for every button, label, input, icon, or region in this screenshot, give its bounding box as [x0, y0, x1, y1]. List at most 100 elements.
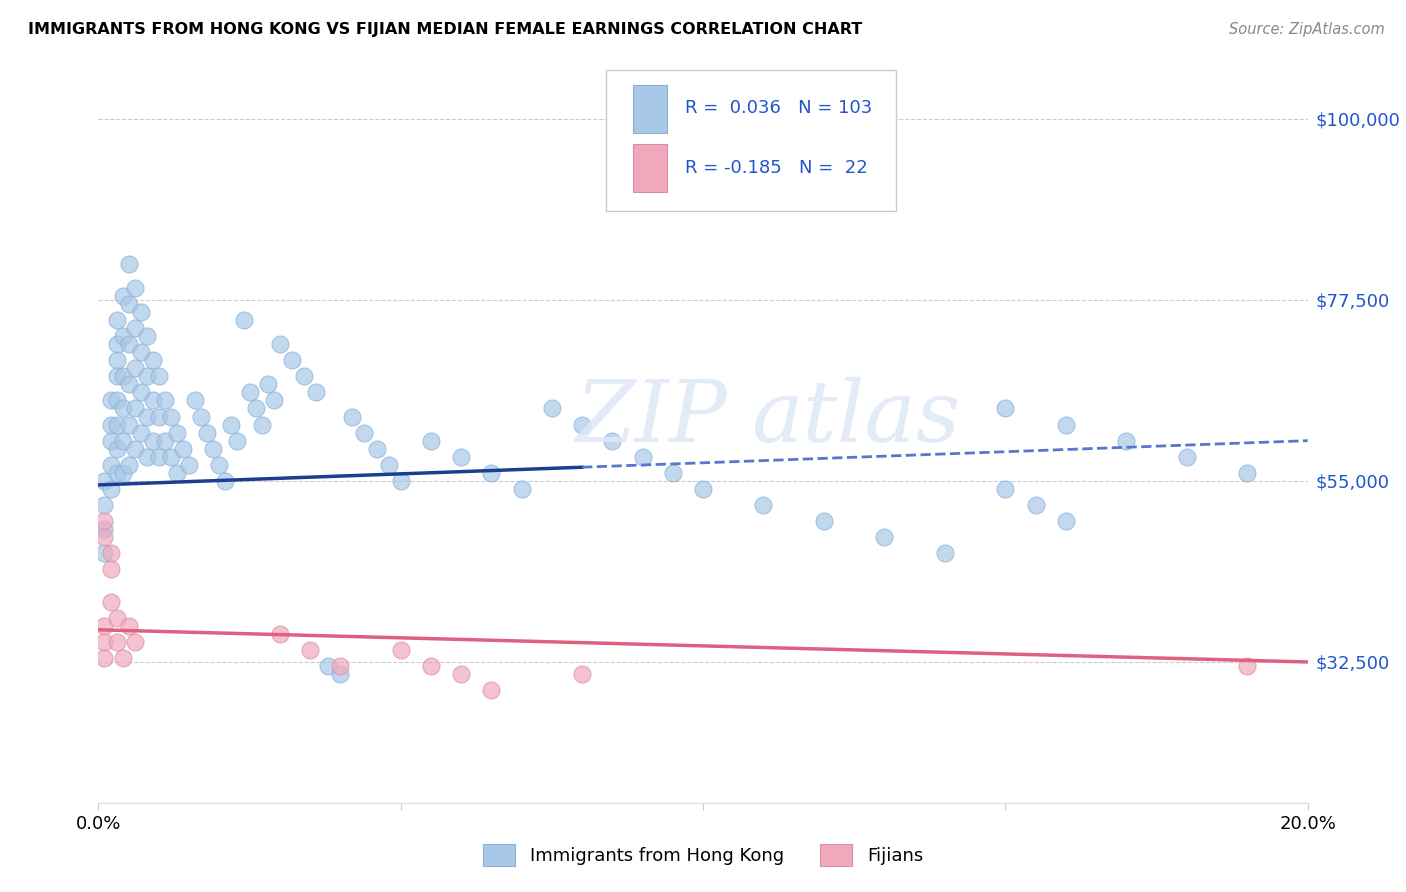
- Bar: [633, 144, 666, 192]
- Point: [148, 450, 170, 464]
- Point: [571, 417, 593, 432]
- Point: [195, 425, 218, 440]
- Point: [118, 297, 141, 311]
- Text: ZIP: ZIP: [575, 376, 727, 459]
- Point: [124, 361, 146, 376]
- Point: [105, 610, 128, 624]
- Point: [1236, 659, 1258, 673]
- Point: [208, 458, 231, 472]
- Point: [124, 401, 146, 416]
- Point: [93, 498, 115, 512]
- Point: [129, 305, 152, 319]
- Point: [124, 321, 146, 335]
- Point: [269, 627, 291, 641]
- Point: [100, 594, 122, 608]
- Point: [329, 667, 352, 681]
- Point: [232, 313, 254, 327]
- Point: [100, 562, 122, 576]
- Point: [93, 522, 115, 536]
- Point: [366, 442, 388, 456]
- Point: [124, 442, 146, 456]
- Point: [100, 482, 122, 496]
- Point: [129, 425, 152, 440]
- Point: [481, 466, 503, 480]
- Point: [153, 434, 176, 448]
- Point: [299, 643, 322, 657]
- Text: R =  0.036   N = 103: R = 0.036 N = 103: [685, 99, 872, 118]
- Point: [111, 369, 134, 384]
- Point: [1236, 466, 1258, 480]
- Point: [135, 369, 157, 384]
- Point: [142, 353, 165, 368]
- Point: [124, 281, 146, 295]
- Point: [813, 514, 835, 528]
- Point: [481, 683, 503, 698]
- Text: atlas: atlas: [751, 376, 960, 459]
- Point: [118, 458, 141, 472]
- Point: [1054, 514, 1077, 528]
- Point: [316, 659, 339, 673]
- Point: [111, 434, 134, 448]
- Point: [420, 659, 443, 673]
- Point: [1024, 498, 1046, 512]
- Point: [281, 353, 304, 368]
- Point: [100, 417, 122, 432]
- Point: [166, 466, 188, 480]
- Point: [190, 409, 212, 424]
- Point: [93, 474, 115, 488]
- Legend: Immigrants from Hong Kong, Fijians: Immigrants from Hong Kong, Fijians: [474, 835, 932, 875]
- Point: [571, 667, 593, 681]
- Point: [135, 329, 157, 343]
- Text: Source: ZipAtlas.com: Source: ZipAtlas.com: [1229, 22, 1385, 37]
- Point: [124, 635, 146, 649]
- Point: [250, 417, 273, 432]
- Point: [342, 409, 364, 424]
- Point: [105, 369, 128, 384]
- Point: [105, 417, 128, 432]
- Point: [118, 619, 141, 633]
- Text: R = -0.185   N =  22: R = -0.185 N = 22: [685, 159, 868, 177]
- Point: [111, 329, 134, 343]
- Point: [142, 393, 165, 408]
- Point: [129, 385, 152, 400]
- Point: [111, 289, 134, 303]
- Point: [93, 546, 115, 560]
- Point: [160, 409, 183, 424]
- Point: [752, 498, 775, 512]
- Point: [118, 417, 141, 432]
- Point: [105, 466, 128, 480]
- Point: [873, 530, 896, 544]
- Point: [105, 635, 128, 649]
- Point: [226, 434, 249, 448]
- Point: [135, 450, 157, 464]
- Point: [105, 442, 128, 456]
- Point: [93, 530, 115, 544]
- Point: [239, 385, 262, 400]
- Bar: [633, 85, 666, 133]
- Point: [661, 466, 683, 480]
- Point: [450, 450, 472, 464]
- Point: [100, 434, 122, 448]
- Point: [450, 667, 472, 681]
- Point: [1054, 417, 1077, 432]
- Point: [179, 458, 201, 472]
- Point: [93, 651, 115, 665]
- Point: [172, 442, 194, 456]
- Point: [329, 659, 352, 673]
- Point: [631, 450, 654, 464]
- Point: [214, 474, 236, 488]
- Point: [602, 434, 624, 448]
- Point: [93, 635, 115, 649]
- Point: [245, 401, 267, 416]
- Point: [111, 466, 134, 480]
- Point: [100, 546, 122, 560]
- Point: [111, 651, 134, 665]
- FancyBboxPatch shape: [606, 70, 897, 211]
- Point: [105, 393, 128, 408]
- Point: [111, 401, 134, 416]
- Point: [540, 401, 562, 416]
- Point: [160, 450, 183, 464]
- Point: [420, 434, 443, 448]
- Point: [269, 337, 291, 351]
- Point: [118, 337, 141, 351]
